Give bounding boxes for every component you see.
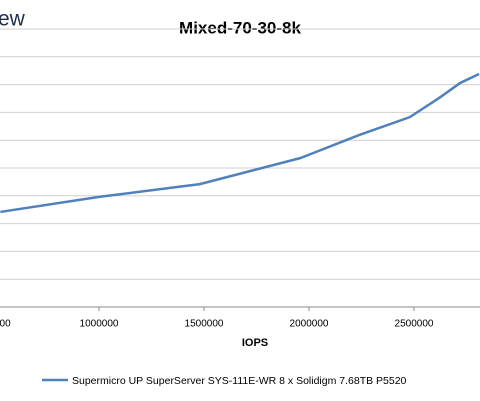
legend-label: Supermicro UP SuperServer SYS-111E-WR 8 …: [72, 375, 407, 387]
x-axis-title: IOPS: [242, 337, 268, 349]
logo: ew: [0, 8, 26, 31]
x-tick-label: 2000000: [290, 319, 329, 330]
x-tick-label: 500000: [0, 319, 11, 330]
x-tick-label: 2500000: [395, 319, 434, 330]
x-tick-label: 1000000: [80, 319, 119, 330]
series-line: [0, 72, 480, 214]
chart-title: Mixed-70-30-8k: [179, 18, 301, 37]
x-tick-label: 1500000: [185, 319, 224, 330]
